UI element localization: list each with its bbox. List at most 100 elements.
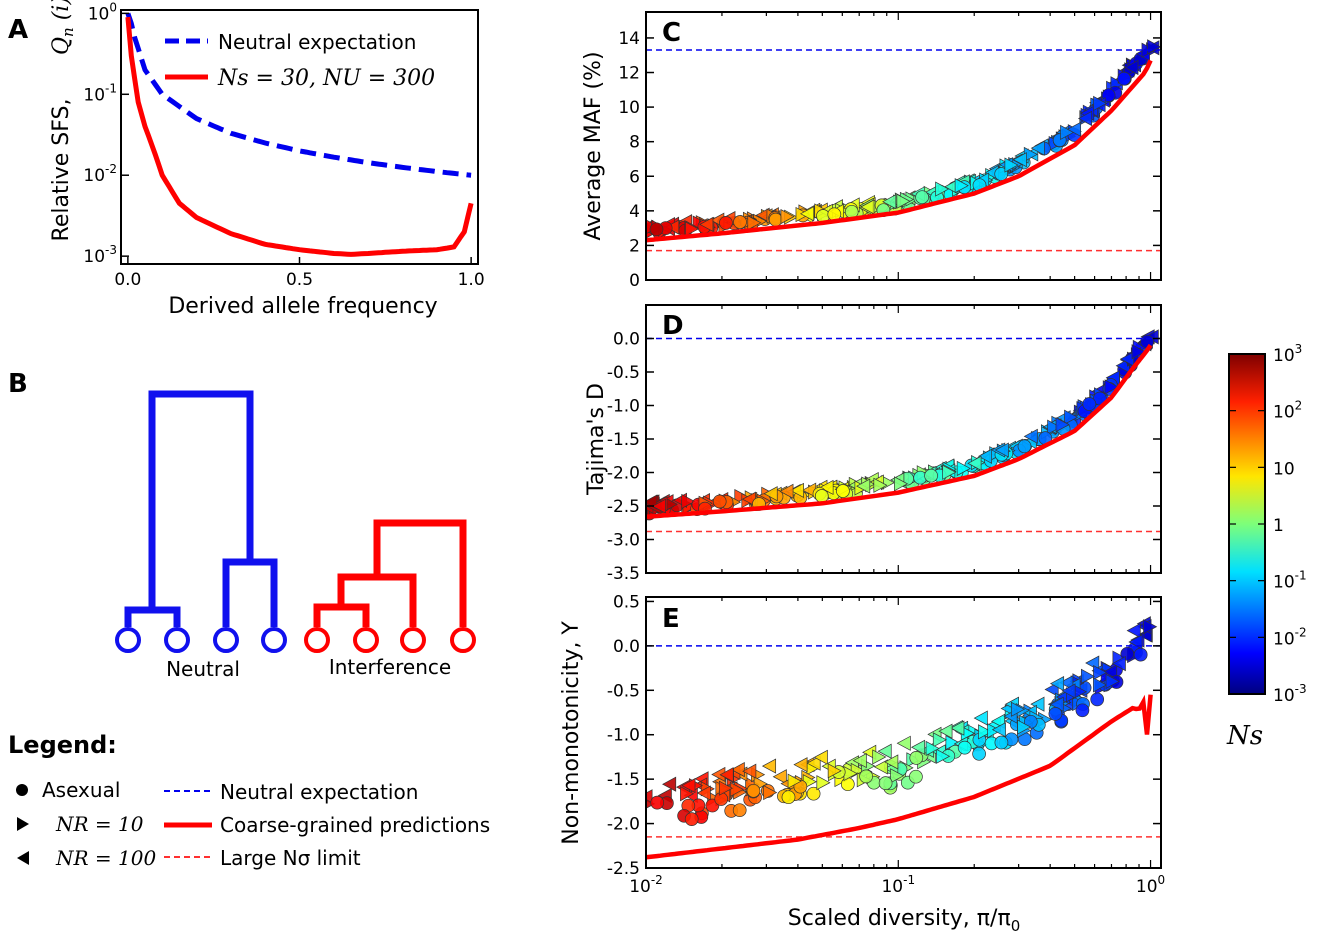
panel-e-nr100-point [950, 720, 965, 736]
panel-e-nr10-point [936, 748, 951, 764]
panel-d-ytick-label: -1.5 [607, 430, 640, 450]
panel-c-frame [645, 11, 1162, 281]
panel-e-nr10-point [1105, 673, 1120, 689]
colorbar-tick-label: 1 [1273, 516, 1284, 536]
panel-c-ytick-label: 6 [629, 167, 640, 187]
panel-e-nr100-point [806, 755, 821, 771]
neutral-tree-branch [148, 390, 254, 610]
panel-e-nr10-point [872, 749, 887, 765]
panel-d-nr10-point [894, 476, 909, 492]
panel-letter-c: C [662, 18, 681, 48]
neutral-leaf [115, 627, 141, 653]
panel-a-ylabel-math: Qn (i) [49, 0, 77, 55]
panel-d-plot-area [646, 329, 1161, 533]
panel-c-coarse-grained-curve [646, 59, 1153, 243]
panel-d-nr100-point [789, 482, 804, 499]
panel-e-nr10-point [978, 724, 993, 740]
panel-e-nr10-point [827, 763, 842, 779]
panel-e-asexual-point [1075, 703, 1090, 718]
panel-d-nr10-point [1131, 344, 1146, 360]
panel-e-nr100-point [1059, 675, 1074, 691]
panel-e-nr100-point [1049, 675, 1065, 692]
panel-c-nr100-point [1030, 140, 1045, 156]
panel-a-ticks: 0.0 0.5 1.0 100 10-1 10-2 10-3 [83, 0, 484, 290]
panel-e-nr100-point [938, 723, 953, 739]
panel-c-nr10-point [780, 209, 795, 225]
colorbar-tick-label: 10-1 [1273, 569, 1307, 593]
panel-d-nr100-point [994, 442, 1009, 458]
legend-title: Legend: [8, 731, 117, 759]
panel-e-nr100-point [1030, 696, 1045, 712]
panel-e-ytick-label: 0.5 [613, 592, 640, 612]
neutral-leaf [164, 627, 190, 653]
panel-d-nr10-point [956, 460, 971, 477]
panel-c-nr10-point [685, 221, 700, 237]
panel-a-ytick-label: 10-3 [83, 243, 117, 267]
legend-nr10-marker [17, 817, 29, 831]
panel-e-nr10-point [816, 775, 831, 791]
panel-d-coarse-grained-curve [646, 343, 1153, 519]
panel-e-asexual-point [806, 786, 821, 801]
panel-c-nr10-point [1093, 95, 1108, 111]
panel-e-asexual-point [746, 783, 761, 798]
panel-d-nr100-point [977, 448, 992, 464]
panel-d-nr100-point [1023, 428, 1038, 444]
legend-nr100-marker [17, 851, 29, 865]
panel-c-ytick-label: 4 [629, 202, 640, 222]
panel-d-nr10-point [1104, 379, 1119, 395]
panel-e-asexual-point [1133, 647, 1148, 662]
panel-e-nr100-point [719, 767, 734, 783]
panel-a-legend-neutral-label: Neutral expectation [218, 30, 416, 54]
interference-tree [304, 519, 476, 653]
panel-e-nr10-point [680, 786, 695, 802]
panel-d-nr10-point [1055, 417, 1070, 433]
panel-e: E 0.5 0.0 -0.5 -1.0 -1.5 -2.0 -2.5 Non-monoton… [559, 592, 1162, 879]
panel-e-asexual-point [957, 740, 972, 755]
legend-large-label-text: Large Nσ limit [220, 846, 361, 870]
shared-xtick-label: 10-2 [629, 873, 663, 897]
panel-d-nr10-point [681, 493, 696, 510]
panel-e-asexual-point [781, 790, 796, 805]
panel-e-nr100-point [910, 739, 926, 755]
panel-e-nr100-point [852, 752, 867, 769]
panel-e-ticks: 0.5 0.0 -0.5 -1.0 -1.5 -2.0 -2.5 [607, 592, 1161, 879]
panel-c-asexual-point [994, 167, 1009, 181]
panel-e-asexual-point [994, 735, 1009, 750]
panel-e-nr10-point [932, 732, 948, 748]
panel-a-ytick-label: 10-1 [83, 81, 117, 105]
legend-large-label: Large Nσ limit [220, 846, 361, 870]
panel-a-ytick-label: 10-2 [83, 162, 117, 186]
panel-e-nr10-point [1017, 719, 1032, 735]
panel-d-nr100-point [819, 479, 834, 496]
panel-d: D 0.0 -0.5 -1.0 -1.5 -2.0 -2.5 -3.0 -3.5 Tajima… [584, 304, 1162, 584]
panel-d-asexual-point [1017, 439, 1032, 454]
panel-e-ytick-label: -2.5 [607, 859, 640, 879]
panel-b: B Neutral Interference [8, 369, 476, 681]
panel-c-plot-area [646, 39, 1161, 252]
panel-e-ytick-label: 0.0 [613, 637, 640, 657]
panel-e-nr100-point [1126, 622, 1141, 639]
panel-d-nr100-point [651, 498, 666, 514]
panel-e-nr100-point [662, 776, 677, 792]
panel-a-interference-curve [125, 16, 474, 257]
panel-c-nr100-point [1012, 152, 1027, 168]
panel-e-nr10-point [1010, 701, 1026, 717]
panel-e-nr100-point [1103, 664, 1118, 680]
panel-d-ytick-label: -1.0 [607, 397, 640, 417]
interference-tree-branch [313, 603, 370, 627]
panel-c-asexual-point [649, 222, 664, 237]
panel-e-nr10-point [1093, 677, 1108, 693]
panel-e-nr100-point [696, 785, 711, 801]
panel-c-ticks: 0 2 4 6 8 10 12 14 [618, 12, 1161, 291]
shared-x-ticks: 10-2 10-1 100 [629, 873, 1165, 897]
panel-e-ytick-label: -1.5 [607, 770, 640, 790]
panel-e-nr100-point [730, 762, 745, 778]
panel-e-coarse-grained-curve [646, 694, 1153, 860]
panel-d-nr10-point [734, 488, 749, 505]
interference-leaf [304, 627, 330, 653]
panel-c-nr10-point [935, 181, 950, 197]
panel-d-nr10-point [942, 464, 957, 480]
panel-e-ytick-label: -0.5 [607, 681, 640, 701]
